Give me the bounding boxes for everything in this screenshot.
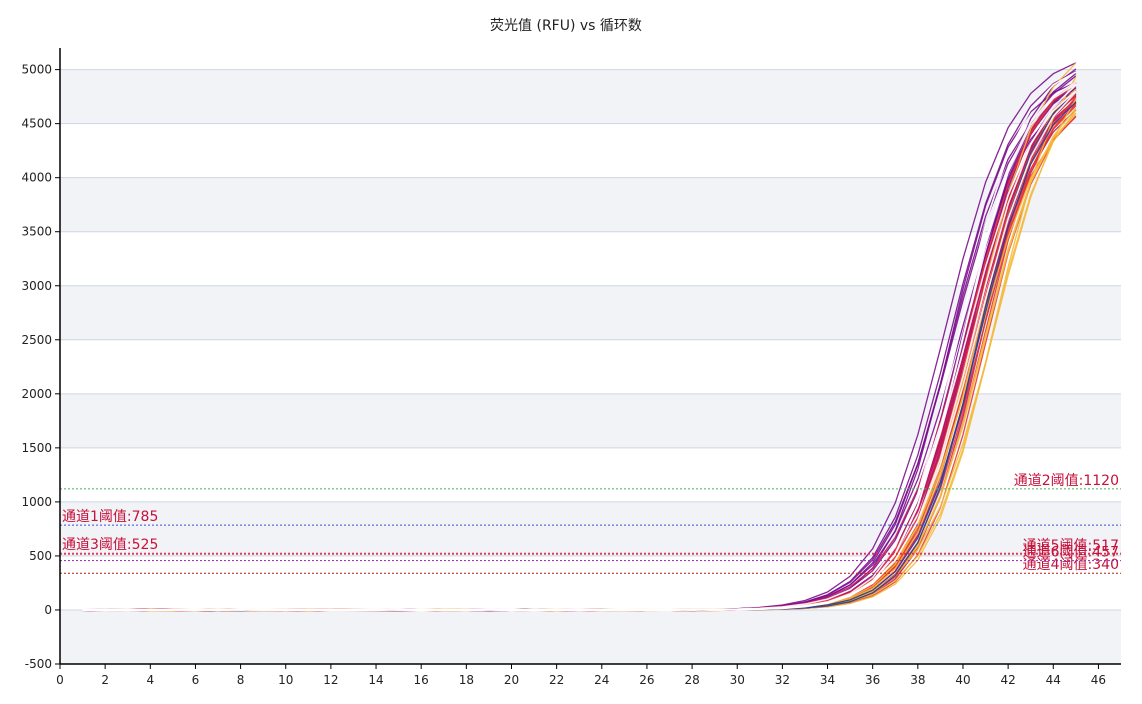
x-tick-label: 46	[1091, 673, 1106, 687]
y-tick-label: -500	[25, 657, 52, 671]
x-tick-label: 42	[1000, 673, 1015, 687]
x-tick-label: 20	[504, 673, 519, 687]
y-tick-label: 2000	[21, 387, 52, 401]
threshold-label: 通道2阈值:1120	[1014, 473, 1119, 489]
y-tick-label: 1500	[21, 441, 52, 455]
chart-title: 荧光值 (RFU) vs 循环数	[490, 17, 642, 34]
x-tick-label: 8	[237, 673, 245, 687]
y-tick-label: 1000	[21, 495, 52, 509]
x-tick-label: 4	[146, 673, 154, 687]
grid-band	[60, 177, 1121, 232]
x-tick-label: 36	[865, 673, 880, 687]
x-tick-label: 6	[192, 673, 200, 687]
x-tick-label: 32	[775, 673, 790, 687]
threshold-lines: 通道1阈值:785 通道2阈值:1120 通道3阈值:525 通道4阈值:340 通道5…	[60, 473, 1121, 574]
x-tick-label: 44	[1046, 673, 1061, 687]
grid-band	[60, 501, 1121, 556]
threshold-label: 通道3阈值:525	[62, 537, 158, 553]
x-tick-label: 0	[56, 673, 64, 687]
grid-band	[60, 69, 1121, 124]
x-tick-label: 34	[820, 673, 835, 687]
y-tick-label: 2500	[21, 333, 52, 347]
y-tick-label: 3000	[21, 279, 52, 293]
threshold-label: 通道4阈值:340	[1023, 557, 1119, 573]
grid-bands	[60, 69, 1121, 664]
amplification-curves	[82, 62, 1077, 612]
x-tick-label: 26	[639, 673, 654, 687]
y-axis-ticks: -500 0 500 1000 1500 2000 2500 3000 3500 4000 4500…	[21, 63, 60, 671]
y-tick-label: 4500	[21, 117, 52, 131]
threshold-label: 通道6阈值:457	[1023, 545, 1119, 561]
x-tick-label: 12	[323, 673, 338, 687]
x-tick-label: 14	[368, 673, 383, 687]
x-tick-label: 22	[549, 673, 564, 687]
y-tick-label: 500	[29, 549, 52, 563]
x-axis-ticks: 0 2 4 6 8 10 12 14 16 18 20 22 24 26 28 30 32 34 36 38 40 42 4…	[56, 664, 1106, 687]
y-tick-label: 3500	[21, 225, 52, 239]
axes	[59, 48, 1121, 665]
y-tick-label: 0	[44, 603, 52, 617]
x-tick-label: 28	[684, 673, 699, 687]
amplification-curve	[82, 90, 1077, 612]
y-tick-label: 5000	[21, 63, 52, 77]
grid-band	[60, 285, 1121, 340]
threshold-label: 通道5阈值:517	[1023, 538, 1119, 554]
x-tick-label: 40	[955, 673, 970, 687]
x-tick-label: 18	[459, 673, 474, 687]
x-tick-label: 16	[414, 673, 429, 687]
y-tick-label: 4000	[21, 171, 52, 185]
threshold-label: 通道1阈值:785	[62, 509, 158, 525]
x-tick-label: 10	[278, 673, 293, 687]
grid-band	[60, 609, 1121, 664]
x-tick-label: 2	[101, 673, 109, 687]
x-tick-label: 38	[910, 673, 925, 687]
x-tick-label: 24	[594, 673, 609, 687]
x-tick-label: 30	[730, 673, 745, 687]
